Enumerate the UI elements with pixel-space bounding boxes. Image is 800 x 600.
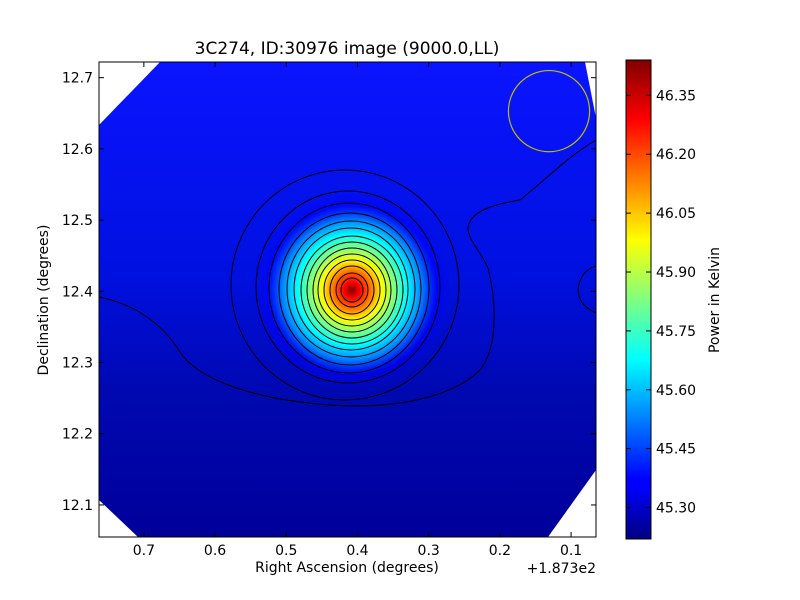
colorbar-ticks: 45.30 45.45 45.60 45.75 45.90 46.05 46.20 46.35 xyxy=(626,88,696,517)
contour-4 xyxy=(278,212,422,366)
x-axis: 0.7 0.6 0.5 0.4 0.3 0.2 0.1 xyxy=(133,62,582,559)
y-tick-label: 12.7 xyxy=(62,71,93,87)
contour-8 xyxy=(306,241,398,339)
contour-6 xyxy=(293,227,409,351)
colorbar-tick-label: 46.20 xyxy=(656,147,696,163)
y-tick-label: 12.1 xyxy=(62,498,93,514)
chart-title: 3C274, ID:30976 image (9000.0,LL) xyxy=(195,39,500,59)
x-axis-offset: +1.873e2 xyxy=(527,561,596,577)
colorbar-tick-label: 46.05 xyxy=(656,206,696,222)
x-tick-label: 0.3 xyxy=(418,543,440,559)
x-axis-label: Right Ascension (degrees) xyxy=(255,560,439,576)
contour-13 xyxy=(335,272,369,308)
x-tick-label: 0.4 xyxy=(346,543,368,559)
y-axis: 12.1 12.2 12.3 12.4 12.5 12.6 12.7 xyxy=(62,71,596,514)
colorbar-gradient xyxy=(625,59,652,540)
colorbar-tick-label: 45.45 xyxy=(656,442,696,458)
contour-lines xyxy=(99,139,596,407)
contour-right-edge xyxy=(577,265,596,314)
y-tick-label: 12.3 xyxy=(62,356,93,372)
contour-2 xyxy=(255,190,441,384)
source-emission xyxy=(99,62,596,537)
y-tick-label: 12.4 xyxy=(62,284,93,300)
colorbar-tick-label: 46.35 xyxy=(656,88,696,104)
contour-9 xyxy=(312,247,392,333)
y-tick-label: 12.6 xyxy=(62,142,93,158)
colorbar-tick-label: 45.90 xyxy=(656,265,696,281)
x-tick-label: 0.5 xyxy=(275,543,297,559)
contour-outer-ridge xyxy=(99,139,596,407)
colorbar-label: Power in Kelvin xyxy=(707,247,723,353)
colorbar: 45.30 45.45 45.60 45.75 45.90 46.05 46.20 46.35… xyxy=(625,59,723,540)
contour-5 xyxy=(286,220,416,358)
contour-7 xyxy=(300,235,404,345)
plot-frame xyxy=(98,61,597,538)
contour-3 xyxy=(268,202,430,374)
colorbar-tick-label: 45.75 xyxy=(656,324,696,340)
y-tick-label: 12.2 xyxy=(62,427,93,443)
plot-area xyxy=(99,62,596,537)
contour-14 xyxy=(340,277,364,303)
contour-12 xyxy=(329,265,375,315)
contour-10 xyxy=(317,253,387,327)
colorbar-tick-label: 45.30 xyxy=(656,501,696,517)
colorbar-tick-label: 45.60 xyxy=(656,383,696,399)
x-tick-label: 0.2 xyxy=(489,543,511,559)
contour-11 xyxy=(323,259,381,321)
contour-1 xyxy=(230,169,460,401)
x-tick-label: 0.7 xyxy=(133,543,155,559)
beam-circle xyxy=(507,69,591,153)
x-tick-label: 0.1 xyxy=(560,543,582,559)
x-tick-label: 0.6 xyxy=(204,543,226,559)
y-axis-label: Declination (degrees) xyxy=(36,225,52,376)
y-tick-label: 12.5 xyxy=(62,213,93,229)
